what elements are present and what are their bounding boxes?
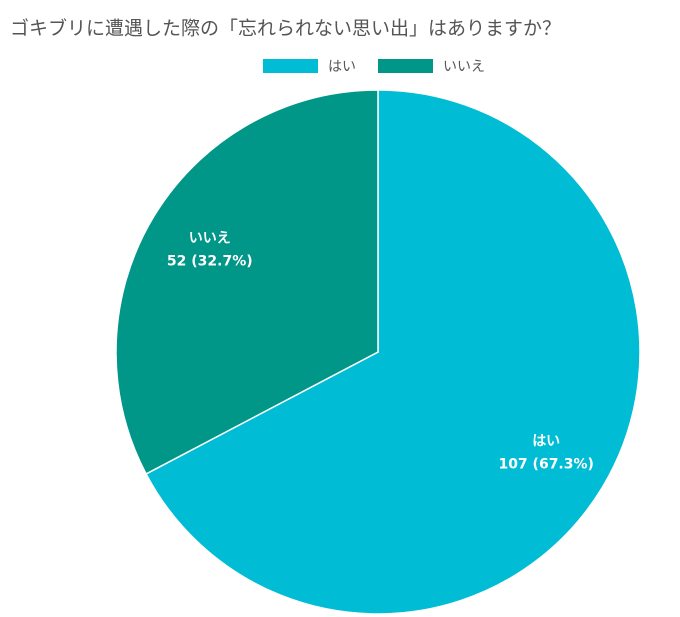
slice-value-label: 52 (32.7%) bbox=[167, 253, 253, 269]
slice-value-label: 107 (67.3%) bbox=[498, 457, 593, 473]
legend-label: はい bbox=[328, 59, 356, 75]
legend-label: いいえ bbox=[443, 59, 485, 75]
slice-category-label: いいえ bbox=[189, 230, 231, 246]
legend-swatch bbox=[378, 59, 433, 73]
slice-category-label: はい bbox=[532, 434, 560, 450]
chart-title: ゴキブリに遭遇した際の「忘れられない思い出」はありますか？ bbox=[10, 17, 561, 40]
pie-slice bbox=[115, 89, 379, 475]
pie-slice bbox=[145, 89, 641, 615]
legend-swatch bbox=[263, 59, 318, 73]
